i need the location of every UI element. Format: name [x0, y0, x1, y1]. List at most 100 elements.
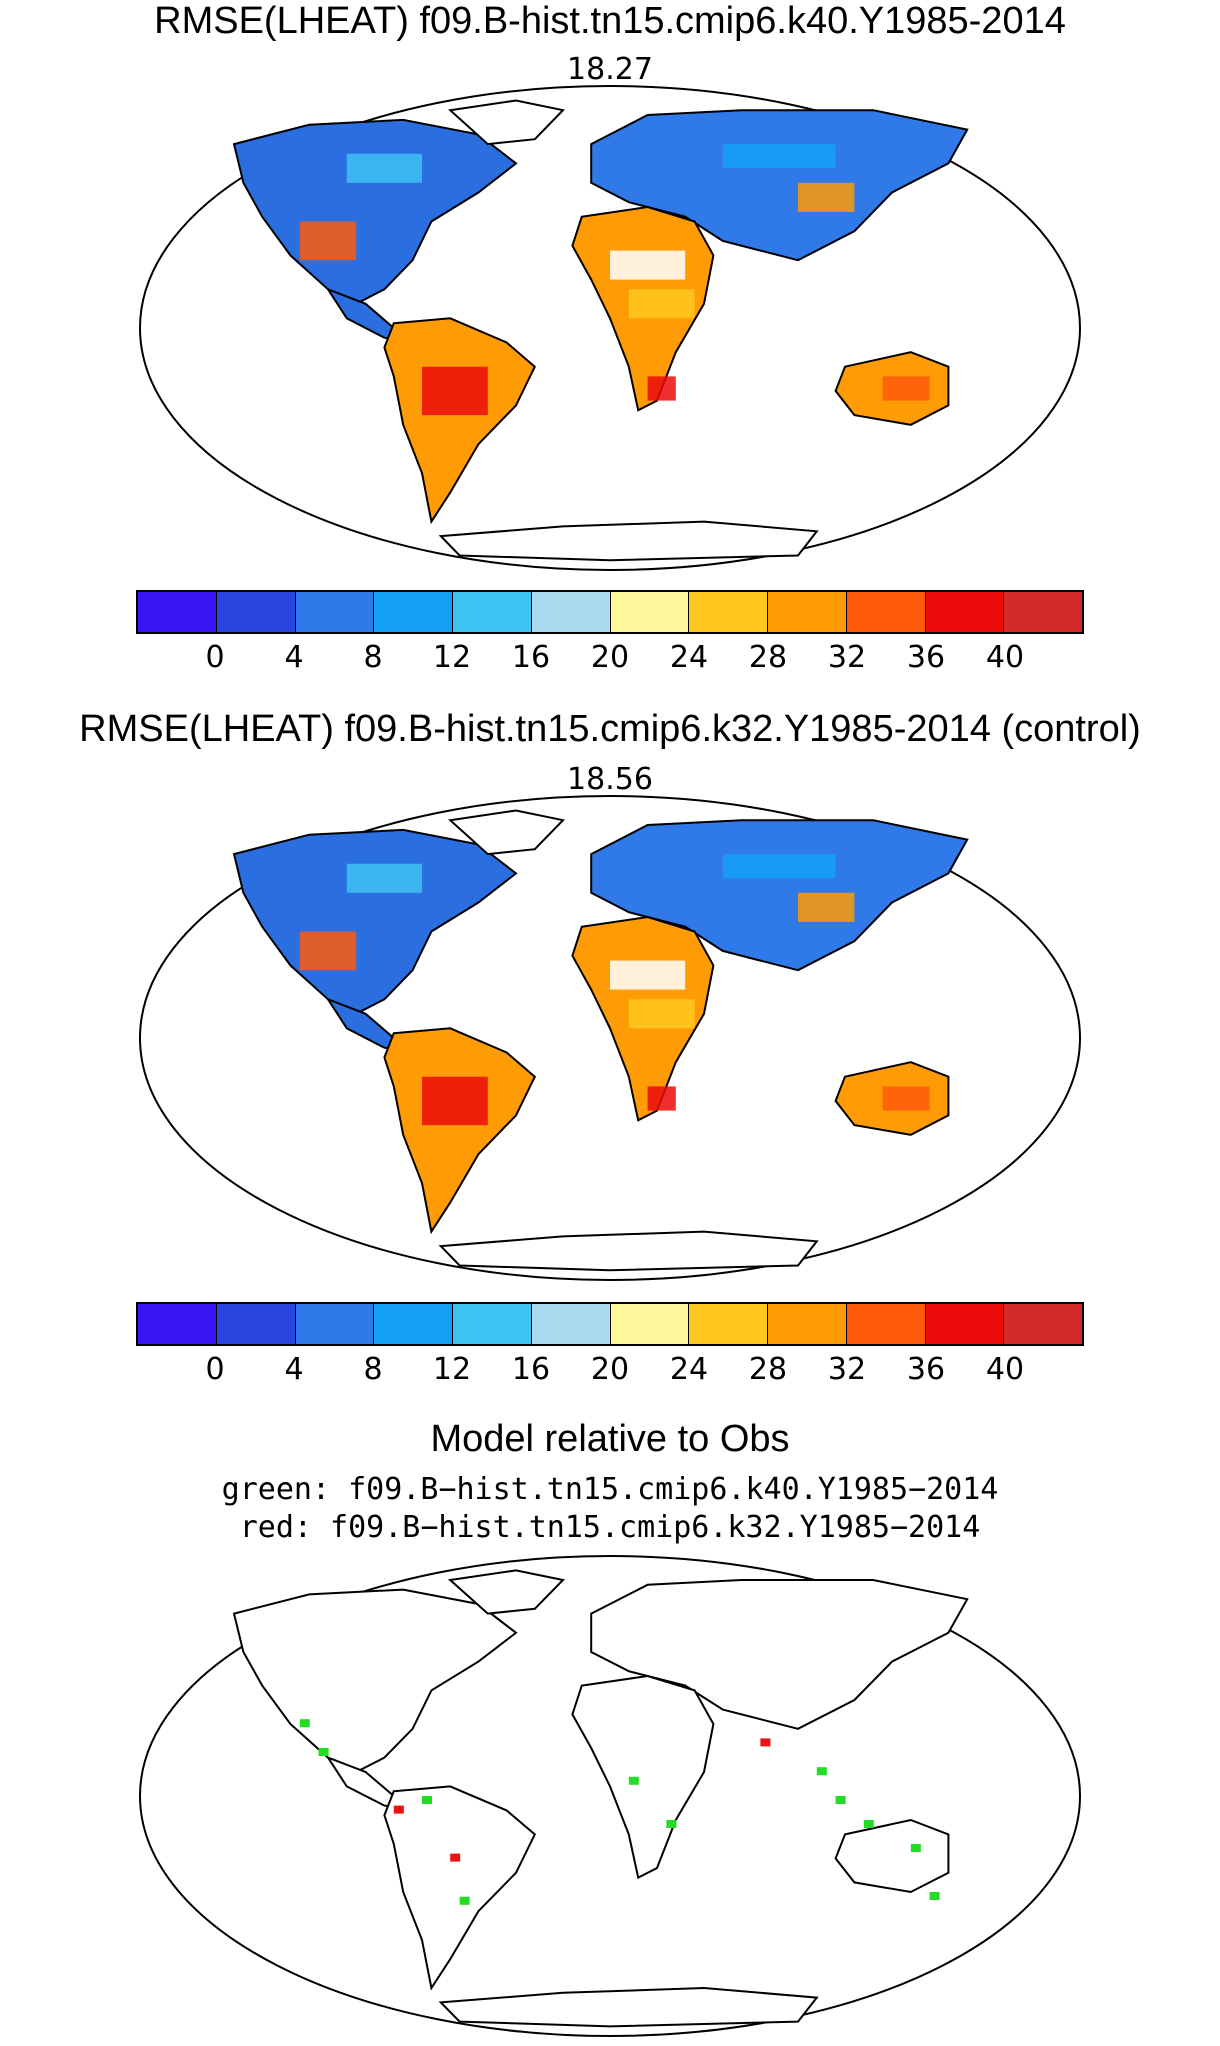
colorbar-swatch [531, 592, 611, 632]
colorbar-labels-panel2: 0 4 8 12 16 20 24 28 32 36 40 [0, 1352, 1220, 1388]
panel2-title: RMSE(LHEAT) f09.B-hist.tn15.cmip6.k32.Y1… [79, 708, 1141, 750]
continent-outline [571, 1674, 715, 1880]
difference-marker [393, 1805, 404, 1814]
colorbar-swatch [689, 592, 768, 632]
colorbar-tick-label: 0 [205, 1352, 225, 1387]
continent-outline [383, 1785, 537, 1991]
field-patch [647, 376, 676, 401]
difference-marker [835, 1796, 846, 1804]
colorbar-swatch [1004, 592, 1082, 632]
field-patch [422, 1076, 488, 1126]
difference-marker [459, 1896, 470, 1905]
colorbar-swatch [295, 1304, 375, 1344]
colorbar-tick-label: 20 [590, 1352, 630, 1387]
panel1-title: RMSE(LHEAT) f09.B-hist.tn15.cmip6.k40.Y1… [154, 0, 1066, 42]
colorbar-swatch [531, 1304, 611, 1344]
continent-outline [447, 809, 565, 856]
field-patch [798, 892, 855, 922]
colorbar-panel2 [136, 1302, 1084, 1346]
colorbar-swatch [925, 592, 1005, 632]
colorbar-tick-label: 24 [669, 1352, 709, 1387]
field-patch [346, 863, 422, 893]
map-panel2 [139, 795, 1081, 1281]
colorbar-swatch [216, 592, 296, 632]
difference-marker [863, 1820, 874, 1828]
colorbar-tick-label: 0 [205, 640, 225, 675]
colorbar-tick-label: 24 [669, 640, 709, 675]
colorbar-tick-label: 16 [511, 1352, 551, 1387]
field-patch [882, 376, 930, 401]
colorbar-swatch [295, 592, 375, 632]
colorbar-swatch [768, 592, 847, 632]
field-patch [610, 250, 686, 280]
field-patch [882, 1086, 930, 1111]
colorbar-tick-label: 4 [284, 640, 304, 675]
colorbar-panel1 [136, 590, 1084, 634]
field-patch [798, 182, 855, 212]
continent-outline [438, 1230, 819, 1272]
panel1-rmse: 18.27 [567, 52, 653, 87]
colorbar-swatch [925, 1304, 1005, 1344]
panel3-title: Model relative to Obs [430, 1418, 790, 1460]
difference-marker [929, 1892, 940, 1900]
continent-outline [232, 118, 518, 310]
colorbar-tick-label: 28 [748, 640, 788, 675]
colorbar-swatch [453, 592, 532, 632]
field-patch [299, 221, 357, 261]
colorbar-tick-label: 40 [985, 640, 1025, 675]
continent-outline [232, 828, 518, 1020]
panel2-rmse: 18.56 [567, 762, 653, 797]
colorbar-tick-label: 36 [906, 1352, 946, 1387]
field-patch [647, 1086, 676, 1111]
colorbar-swatch [846, 1304, 926, 1344]
colorbar-tick-label: 8 [363, 1352, 383, 1387]
colorbar-tick-label: 32 [827, 640, 867, 675]
continent-outline [834, 1818, 950, 1894]
colorbar-swatch [689, 1304, 768, 1344]
colorbar-swatch [216, 1304, 296, 1344]
continent-outline [438, 520, 819, 562]
colorbar-swatch [453, 1304, 532, 1344]
continent-outline [447, 1569, 565, 1615]
difference-marker [816, 1767, 827, 1776]
legend-red-text: red: f09.B−hist.tn15.cmip6.k32.Y1985−201… [239, 1510, 981, 1545]
difference-marker [628, 1776, 639, 1785]
colorbar-swatch [768, 1304, 847, 1344]
field-patch [422, 366, 488, 416]
colorbar-labels-panel1: 0 4 8 12 16 20 24 28 32 36 40 [0, 640, 1220, 676]
colorbar-swatch [610, 1304, 690, 1344]
colorbar-swatch [610, 592, 690, 632]
field-patch [346, 153, 422, 183]
field-patch [628, 999, 695, 1029]
difference-marker [910, 1844, 921, 1852]
map-panel1 [139, 85, 1081, 571]
colorbar-tick-label: 8 [363, 640, 383, 675]
field-patch [722, 144, 836, 169]
difference-marker [422, 1796, 432, 1804]
difference-marker [666, 1820, 677, 1828]
colorbar-swatch [846, 592, 926, 632]
colorbar-tick-label: 12 [432, 640, 472, 675]
colorbar-tick-label: 32 [827, 1352, 867, 1387]
continent-outline [232, 1588, 518, 1779]
difference-marker [760, 1738, 771, 1747]
colorbar-tick-label: 36 [906, 640, 946, 675]
difference-marker [450, 1853, 461, 1862]
colorbar-swatch [1004, 1304, 1082, 1344]
colorbar-tick-label: 28 [748, 1352, 788, 1387]
field-patch [610, 960, 686, 990]
colorbar-swatch [374, 592, 453, 632]
colorbar-tick-label: 20 [590, 640, 630, 675]
difference-marker [318, 1748, 329, 1756]
field-patch [299, 931, 357, 971]
colorbar-swatch [138, 592, 217, 632]
colorbar-tick-label: 12 [432, 1352, 472, 1387]
continent-outline [438, 1986, 819, 2028]
colorbar-tick-label: 16 [511, 640, 551, 675]
difference-marker [299, 1719, 310, 1728]
field-patch [722, 854, 836, 879]
continent-outline [447, 99, 565, 146]
legend-green-text: green: f09.B−hist.tn15.cmip6.k40.Y1985−2… [221, 1472, 999, 1507]
field-patch [628, 289, 695, 319]
